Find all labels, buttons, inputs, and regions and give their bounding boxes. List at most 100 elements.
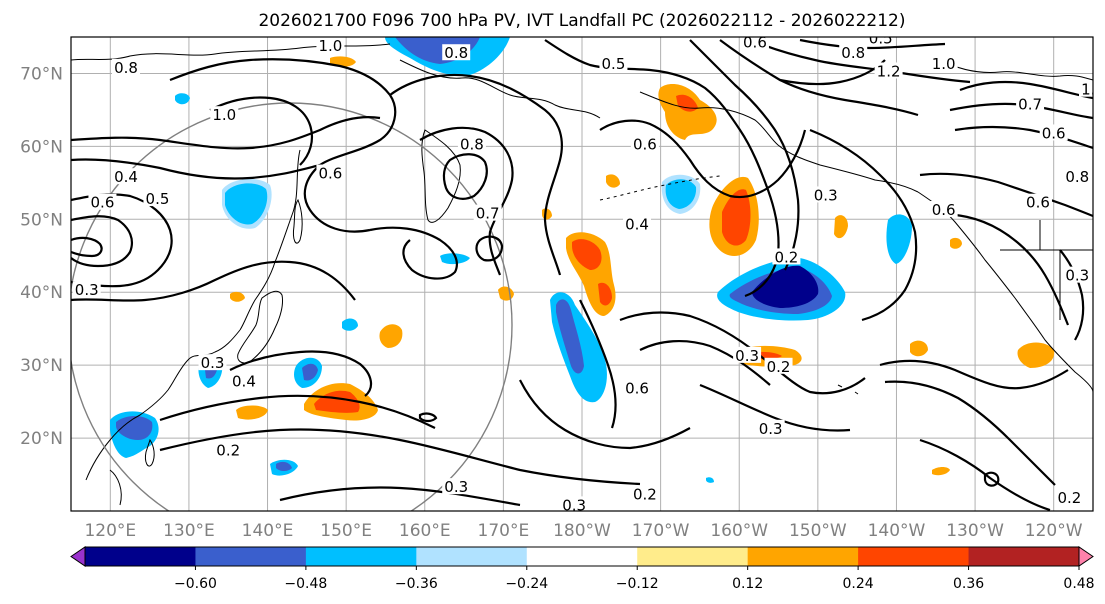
negative-anomaly-region — [225, 183, 268, 225]
pv-contour — [389, 73, 563, 276]
pv-contours — [71, 38, 1093, 511]
contour-label: 0.6 — [743, 33, 767, 51]
contour-label: 0.3 — [1065, 267, 1089, 285]
coastline-kamchatka — [421, 129, 461, 223]
pv-contour — [959, 80, 1093, 100]
longitude-tick-label: 170°W — [632, 521, 690, 541]
contour-label: 0.3 — [201, 354, 225, 372]
pv-contour — [71, 193, 173, 288]
positive-anomaly-region — [1017, 342, 1055, 368]
pv-contour — [419, 126, 514, 276]
pv-contour — [639, 339, 771, 386]
pv-contour — [71, 260, 356, 302]
pv-contour — [983, 471, 1000, 487]
contour-label: 1.0 — [932, 55, 956, 73]
contour-label: 0.4 — [625, 216, 649, 234]
latitude-tick-label: 30°N — [20, 356, 63, 376]
contour-label: 0.2 — [216, 442, 240, 460]
plot-frame — [70, 36, 1094, 512]
pv-contour — [475, 235, 504, 262]
negative-anomaly-region — [302, 363, 318, 381]
contour-label: 0.3 — [814, 186, 838, 204]
pv-contour — [689, 39, 800, 271]
colorbar-segment — [637, 547, 749, 566]
colorbar-segment — [747, 547, 859, 566]
contour-label: 0.8 — [841, 44, 865, 62]
colorbar — [70, 546, 1094, 567]
coastline-china — [85, 329, 241, 481]
colorbar-tick-label: 0.48 — [1063, 576, 1094, 592]
contour-label-background — [1023, 193, 1052, 210]
negative-anomaly-region — [175, 93, 190, 105]
positive-anomaly-region — [236, 405, 268, 420]
pv-contour — [544, 39, 780, 298]
pv-contour — [442, 153, 488, 200]
colorbar-tick-label: 0.36 — [953, 576, 984, 592]
contour-label-background — [457, 135, 486, 152]
contour-label-background — [316, 164, 345, 181]
contour-label: 0.8 — [444, 44, 468, 62]
contour-label-background — [214, 441, 243, 458]
latitude-tick-label: 50°N — [20, 210, 63, 230]
coastline-sakhalin — [293, 198, 303, 244]
contour-label-background — [874, 62, 903, 79]
contour-label: 0.4 — [232, 372, 256, 390]
pv-contour — [369, 226, 458, 280]
positive-anomaly-region — [379, 324, 403, 348]
pv-contour — [919, 172, 1093, 218]
coastline-hawaii — [837, 384, 859, 395]
pv-contour — [71, 158, 321, 180]
pv-contour — [799, 38, 946, 50]
contour-label-background — [560, 496, 589, 511]
latitude-tick-label: 20°N — [20, 429, 63, 449]
longitude-tick-label: 120°W — [1025, 521, 1083, 541]
pv-contour — [209, 96, 314, 166]
pv-contour — [809, 128, 918, 322]
positive-anomaly-region — [722, 189, 751, 246]
colorbar-tick-labels: −0.60 −0.48 −0.36 −0.24 −0.12 0.12 0.24 0.36 0.4… — [174, 566, 1095, 592]
contour-label-background — [623, 215, 652, 232]
plot-area: 0.81.0 0.81.00.50.6 0.50.81.2 1.00.71.60.60… — [71, 33, 1093, 511]
coastline-canada-north — [939, 59, 1093, 81]
contour-label: 0.6 — [319, 165, 343, 183]
contour-label: 0.5 — [146, 190, 170, 208]
colorbar-segment — [858, 547, 970, 566]
pv-contour — [699, 383, 851, 432]
contour-label: 0.2 — [1057, 489, 1081, 507]
contour-label: 0.5 — [602, 55, 626, 73]
longitude-labels: 120°E 130°E 140°E 150°E 160°E 170°E 180°W 170°W… — [84, 521, 1082, 541]
negative-anomaly-region — [276, 461, 292, 471]
contour-label: 0.8 — [1065, 168, 1089, 186]
latitude-tick-label: 60°N — [20, 137, 63, 157]
contour-label-background — [1063, 266, 1092, 283]
negative-anomaly-region — [706, 477, 714, 483]
positive-anomaly-region — [658, 84, 717, 140]
pv-contour — [954, 125, 1093, 150]
contour-label-background — [229, 372, 258, 389]
pv-contour — [71, 116, 381, 150]
contour-label-background — [72, 281, 101, 298]
positive-anomaly-region — [572, 239, 602, 270]
contour-label: 1.0 — [319, 37, 343, 55]
pv-contour — [749, 38, 971, 84]
negative-anomaly-region — [342, 318, 358, 331]
contour-label-background — [623, 379, 652, 396]
colorbar-tick-label: −0.36 — [395, 576, 438, 592]
longitude-tick-label: 140°W — [868, 521, 926, 541]
latitude-tick-label: 40°N — [20, 283, 63, 303]
positive-anomaly-region — [950, 237, 962, 249]
latitude-tick-label: 70°N — [20, 64, 63, 84]
pv-contour — [879, 359, 1069, 390]
contour-label-background — [473, 204, 502, 221]
contour-label: 0.4 — [114, 168, 138, 186]
colorbar-tick-label: −0.60 — [174, 576, 217, 592]
contour-label-background — [929, 55, 958, 72]
colorbar-tick-label: −0.12 — [616, 576, 659, 592]
pv-contour — [579, 299, 617, 429]
positive-anomaly-region — [676, 94, 698, 112]
contour-label-background — [772, 248, 801, 265]
contour-label-background — [764, 357, 793, 374]
colorbar-segment — [968, 547, 1080, 566]
longitude-tick-label: 130°E — [163, 521, 215, 541]
colorbar-segment — [526, 547, 638, 566]
